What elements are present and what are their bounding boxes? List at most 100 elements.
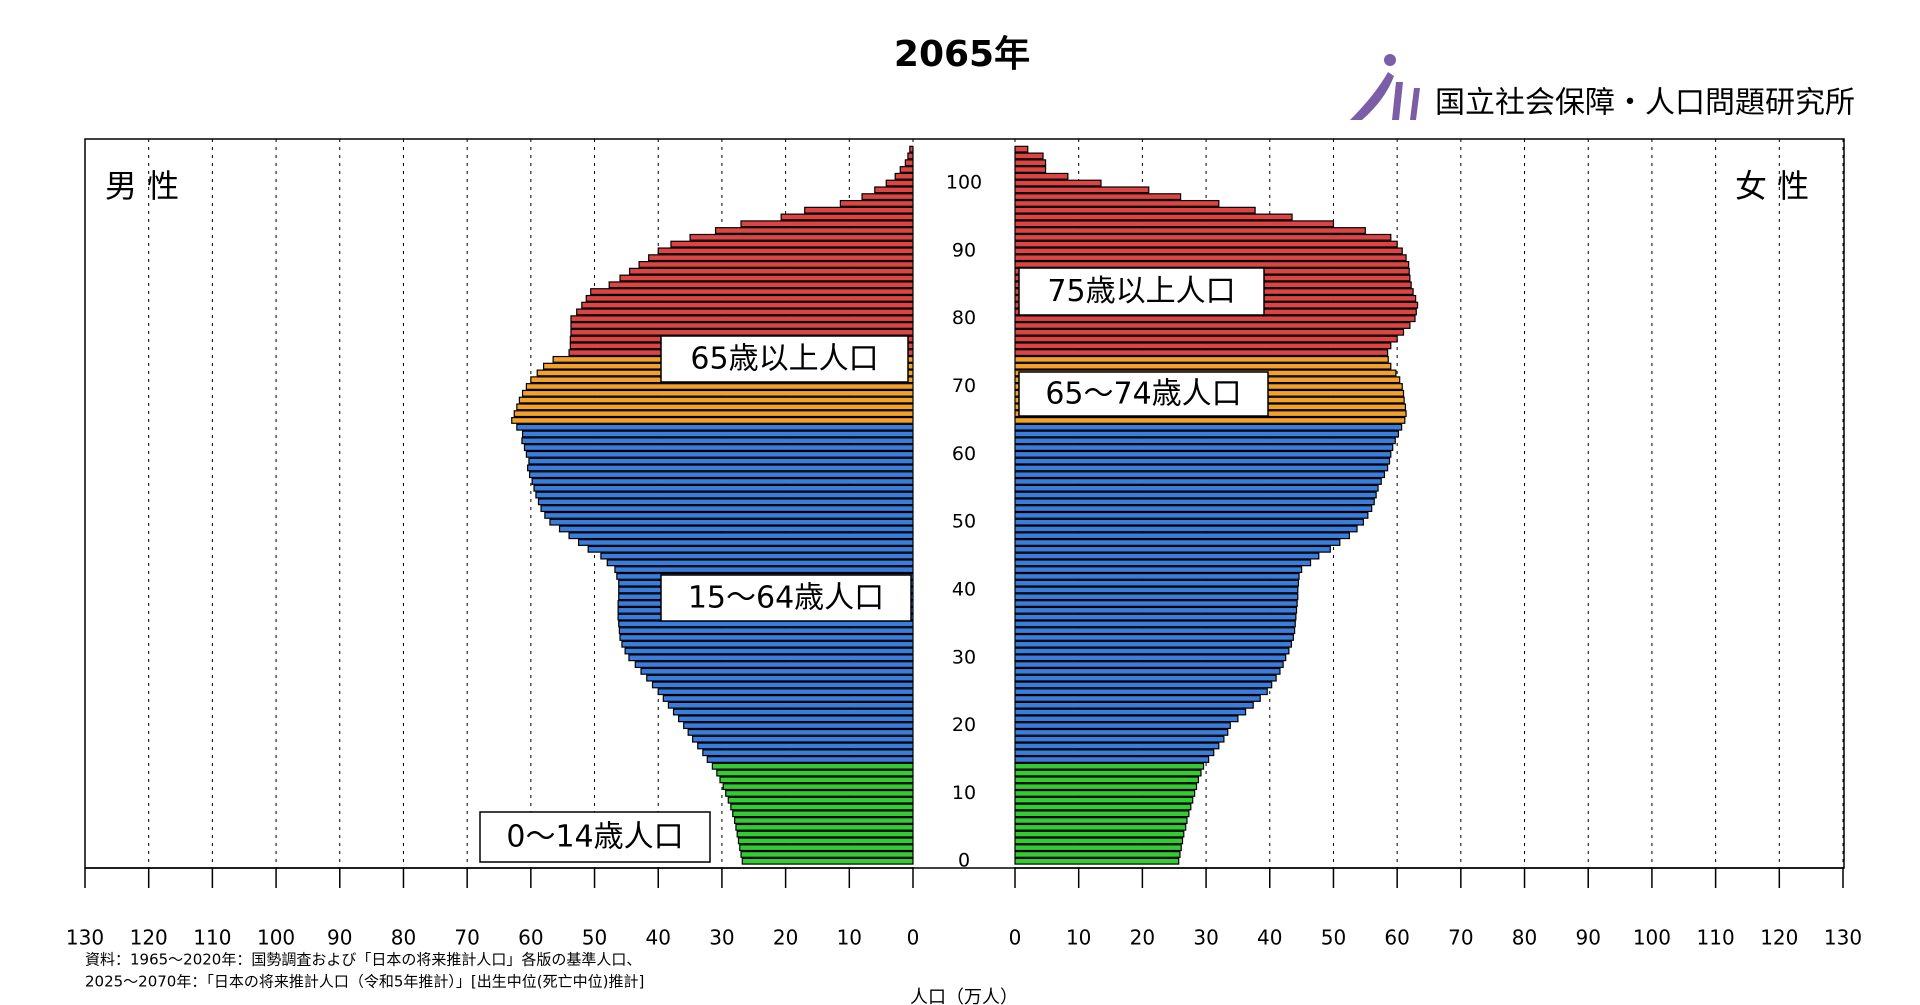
bar: [1014, 620, 1296, 628]
bar: [525, 450, 914, 458]
bar: [1014, 708, 1247, 716]
bar: [727, 796, 914, 804]
bar: [1014, 749, 1215, 757]
bar: [1014, 179, 1102, 187]
bar: [628, 267, 914, 275]
x-tick-label: 60: [1384, 926, 1409, 950]
bar: [740, 220, 914, 228]
bar: [1014, 532, 1350, 540]
bar: [1014, 484, 1379, 492]
bar: [516, 423, 914, 431]
bar: [516, 403, 914, 411]
bar: [634, 661, 914, 669]
bar: [549, 518, 914, 526]
bar: [1014, 213, 1293, 221]
bar: [861, 193, 914, 201]
bar: [1014, 511, 1369, 519]
bar: [706, 756, 914, 763]
annotation-box: [1018, 267, 1265, 316]
annotation: 65歳以上人口: [690, 342, 878, 377]
bar: [1014, 199, 1220, 207]
annotation: 0〜14歳人口: [506, 820, 683, 855]
x-tick-label: 20: [1130, 926, 1155, 950]
bar: [683, 722, 914, 730]
bar: [732, 810, 914, 818]
bar: [1014, 464, 1389, 472]
bar: [740, 850, 914, 858]
bar: [1014, 830, 1185, 838]
logo-icon: [1410, 88, 1420, 120]
plot-frame: [84, 138, 1845, 869]
bar: [1014, 579, 1300, 587]
bar: [1014, 247, 1403, 255]
x-tick-label: 40: [646, 926, 671, 950]
bar: [839, 199, 914, 207]
bar: [1014, 681, 1273, 689]
bar: [885, 179, 914, 187]
bar: [1014, 695, 1261, 702]
annotation-box: [660, 335, 909, 383]
bar: [780, 213, 914, 221]
bar: [1014, 593, 1299, 601]
bar: [1014, 566, 1303, 574]
bar: [651, 681, 914, 689]
bar: [619, 274, 914, 282]
bar: [1014, 423, 1403, 431]
bar: [1014, 633, 1294, 641]
bar: [1014, 328, 1405, 336]
x-tick-label: 20: [773, 926, 798, 950]
source-note: 2025〜2070年：「日本の将来推計人口（令和5年推計）」[出生中位(死亡中位…: [85, 973, 644, 991]
bar: [1014, 457, 1391, 465]
bar: [1014, 742, 1220, 750]
bar: [608, 281, 914, 289]
bar: [1014, 362, 1392, 370]
bar: [537, 498, 914, 506]
bar: [1014, 518, 1364, 526]
bar: [1014, 817, 1188, 824]
bar: [1014, 728, 1229, 736]
bar: [570, 322, 914, 329]
bar: [1014, 491, 1377, 499]
bar: [618, 627, 914, 635]
bar: [1014, 416, 1406, 424]
bar: [1014, 837, 1184, 845]
bar: [722, 783, 914, 791]
bar: [1014, 769, 1202, 777]
bar: [590, 288, 914, 296]
x-tick-label: 100: [1633, 926, 1671, 950]
bar: [1014, 152, 1044, 160]
y-tick-label: 10: [952, 782, 976, 804]
bar: [1014, 803, 1192, 811]
bar: [1014, 193, 1182, 201]
y-tick-label: 40: [952, 578, 976, 600]
bar: [521, 430, 914, 438]
bar: [804, 206, 914, 214]
bar: [1014, 315, 1416, 323]
bar: [662, 695, 914, 702]
bar: [1014, 722, 1231, 730]
bar: [511, 416, 914, 424]
x-axis-label: 人口（万人）: [910, 987, 1018, 1005]
bar: [1014, 335, 1398, 343]
bar: [570, 328, 914, 336]
bar: [513, 410, 914, 418]
y-tick-label: 20: [952, 714, 976, 736]
bar: [1014, 159, 1047, 167]
y-tick-label: 70: [952, 375, 976, 397]
y-tick-label: 80: [952, 307, 976, 329]
bar: [1014, 172, 1069, 180]
bar: [678, 715, 914, 723]
x-tick-label: 40: [1257, 926, 1282, 950]
bar: [670, 240, 914, 248]
bar: [578, 539, 914, 546]
bar: [1014, 600, 1298, 607]
bar: [1014, 471, 1386, 479]
x-tick-label: 30: [709, 926, 734, 950]
x-tick-label: 50: [1321, 926, 1346, 950]
annotation: 65〜74歳人口: [1045, 377, 1241, 412]
bar: [1014, 552, 1320, 560]
bar: [558, 525, 914, 533]
bar: [1014, 667, 1281, 675]
x-tick-label: 90: [327, 926, 352, 950]
bar: [1014, 233, 1392, 241]
